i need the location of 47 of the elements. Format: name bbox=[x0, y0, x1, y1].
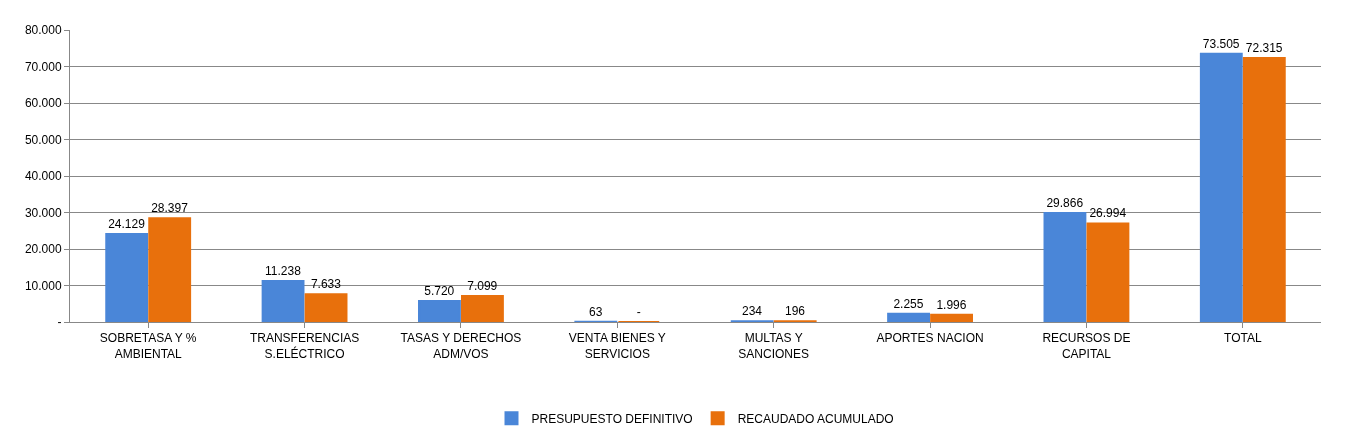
data-label: - bbox=[636, 305, 641, 319]
data-label: 11.238 bbox=[264, 263, 302, 278]
bar bbox=[887, 312, 930, 322]
bar bbox=[148, 217, 192, 322]
x-tick-label: TRANSFERENCIAS S.ELÉCTRICO bbox=[249, 331, 360, 361]
data-label: 196 bbox=[785, 304, 806, 319]
bar bbox=[105, 232, 149, 322]
bar bbox=[1199, 52, 1243, 322]
y-tick-label: 80.000 bbox=[24, 23, 62, 38]
y-tick-label: 40.000 bbox=[24, 169, 62, 184]
x-tick-label: MULTAS Y SANCIONES bbox=[738, 331, 810, 361]
bar bbox=[1242, 57, 1286, 322]
data-label: 2.255 bbox=[893, 296, 924, 311]
x-tick-label: APORTES NACION bbox=[876, 331, 984, 346]
x-tick-label: TOTAL bbox=[1224, 331, 1262, 346]
data-label: 29.866 bbox=[1046, 195, 1084, 210]
data-label: 1.996 bbox=[936, 297, 967, 312]
data-label: 7.633 bbox=[310, 277, 342, 292]
y-tick-label: 30.000 bbox=[24, 205, 62, 220]
legend-label: RECAUDADO ACUMULADO bbox=[737, 411, 894, 426]
data-label: 28.397 bbox=[151, 201, 189, 216]
y-tick-label: - bbox=[57, 315, 62, 330]
y-tick-label: 70.000 bbox=[24, 59, 62, 74]
x-tick-label: VENTA BIENES Y SERVICIOS bbox=[568, 331, 666, 361]
data-label: 7.099 bbox=[467, 279, 498, 294]
bar bbox=[461, 295, 504, 322]
bar bbox=[418, 300, 461, 322]
bar bbox=[261, 279, 305, 322]
y-tick-label: 10.000 bbox=[24, 278, 62, 293]
data-label: 72.315 bbox=[1245, 41, 1283, 56]
bar bbox=[304, 293, 348, 322]
data-label: 73.505 bbox=[1202, 36, 1240, 51]
bar bbox=[1043, 211, 1087, 322]
data-label: 234 bbox=[742, 304, 763, 319]
data-label: 5.720 bbox=[424, 284, 455, 299]
legend-label: PRESUPUESTO DEFINITIVO bbox=[531, 411, 693, 426]
y-tick-label: 50.000 bbox=[24, 132, 62, 147]
x-tick-label: RECURSOS DE CAPITAL bbox=[1042, 331, 1131, 361]
y-tick-label: 60.000 bbox=[24, 96, 62, 111]
data-label: 63 bbox=[588, 304, 603, 319]
data-label: 26.994 bbox=[1089, 206, 1127, 221]
bar bbox=[1086, 222, 1130, 322]
x-tick-label: TASAS Y DERECHOS ADM/VOS bbox=[400, 331, 522, 361]
bar bbox=[930, 313, 973, 322]
y-tick-label: 20.000 bbox=[24, 242, 62, 257]
data-label: 24.129 bbox=[108, 216, 146, 231]
x-tick-label: SOBRETASA Y % AMBIENTAL bbox=[99, 331, 197, 361]
